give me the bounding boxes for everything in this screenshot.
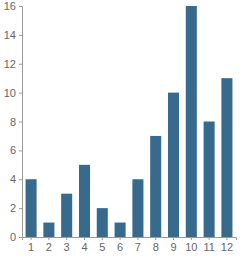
x-tick-label: 4: [81, 241, 87, 253]
x-axis-line: [23, 238, 237, 241]
x-tick-label: 8: [153, 241, 159, 253]
x-tick: 11: [203, 237, 214, 253]
y-tick: 14: [4, 29, 22, 41]
x-tick: 10: [185, 237, 197, 253]
x-tick-label: 5: [99, 241, 105, 253]
y-tick-label: 2: [10, 202, 16, 214]
y-tick: 4: [10, 173, 22, 185]
x-tick-mark: [155, 237, 156, 240]
y-tick-label: 16: [4, 0, 16, 12]
x-tick-mark: [48, 237, 49, 240]
x-tick: 5: [99, 237, 105, 253]
x-tick-mark: [84, 237, 85, 240]
y-tick-label: 12: [4, 58, 16, 70]
x-tick-label: 2: [46, 241, 52, 253]
y-tick-mark: [19, 93, 22, 94]
x-tick-label: 7: [135, 241, 141, 253]
y-tick-mark: [19, 35, 22, 36]
x-tick-mark: [31, 237, 32, 240]
y-tick-label: 8: [10, 116, 16, 128]
x-tick-label: 10: [185, 241, 197, 253]
x-tick: 8: [153, 237, 159, 253]
bar: [204, 122, 215, 238]
y-tick: 6: [10, 144, 22, 156]
x-tick: 4: [81, 237, 87, 253]
y-tick-label: 10: [4, 87, 16, 99]
x-tick-label: 11: [203, 241, 214, 253]
x-tick: 7: [135, 237, 141, 253]
y-tick: 10: [4, 87, 22, 99]
x-tick-mark: [66, 237, 67, 240]
chart: 0246810121416123456789101112: [0, 0, 240, 258]
bar: [26, 179, 37, 237]
x-tick: 2: [46, 237, 52, 253]
y-tick: 2: [10, 202, 22, 214]
y-tick-mark: [19, 122, 22, 123]
x-tick-label: 9: [170, 241, 176, 253]
x-tick-mark: [137, 237, 138, 240]
y-tick-mark: [19, 150, 22, 151]
y-tick-mark: [19, 208, 22, 209]
x-tick: 6: [117, 237, 123, 253]
x-tick: 12: [221, 237, 233, 253]
y-tick-mark: [19, 64, 22, 65]
y-axis-line: [19, 7, 23, 238]
bar: [115, 223, 126, 237]
y-tick-label: 0: [10, 231, 16, 243]
x-axis: 123456789101112: [23, 237, 237, 253]
y-tick: 8: [10, 116, 22, 128]
y-axis: 0 2 4 6 8 10 12 14 16: [4, 0, 23, 243]
y-tick-mark: [19, 179, 22, 180]
y-tick-mark: [19, 237, 22, 238]
x-tick-label: 3: [64, 241, 70, 253]
bar: [150, 136, 161, 237]
bar: [221, 78, 232, 237]
x-tick-label: 1: [28, 241, 34, 253]
bars: [26, 6, 233, 237]
y-tick-label: 6: [10, 144, 16, 156]
y-tick-label: 4: [10, 173, 16, 185]
bar: [132, 179, 143, 237]
x-tick-label: 6: [117, 241, 123, 253]
x-tick: 1: [28, 237, 34, 253]
x-tick-label: 12: [221, 241, 233, 253]
x-tick-mark: [191, 237, 192, 240]
x-tick: 9: [170, 237, 176, 253]
y-tick: 0: [10, 231, 22, 243]
bar: [61, 194, 72, 237]
bar: [168, 93, 179, 237]
x-tick-mark: [120, 237, 121, 240]
bar: [43, 223, 54, 237]
bar: [79, 165, 90, 237]
x-tick-mark: [209, 237, 210, 240]
y-tick-label: 14: [4, 29, 16, 41]
bar: [186, 6, 197, 237]
x-tick-mark: [102, 237, 103, 240]
bar: [97, 208, 108, 237]
plot: 0246810121416123456789101112: [4, 0, 237, 253]
y-tick-mark: [19, 6, 22, 7]
x-tick-mark: [226, 237, 227, 240]
y-tick: 12: [4, 58, 22, 70]
x-tick-mark: [173, 237, 174, 240]
y-tick: 16: [4, 0, 22, 12]
x-tick: 3: [64, 237, 70, 253]
